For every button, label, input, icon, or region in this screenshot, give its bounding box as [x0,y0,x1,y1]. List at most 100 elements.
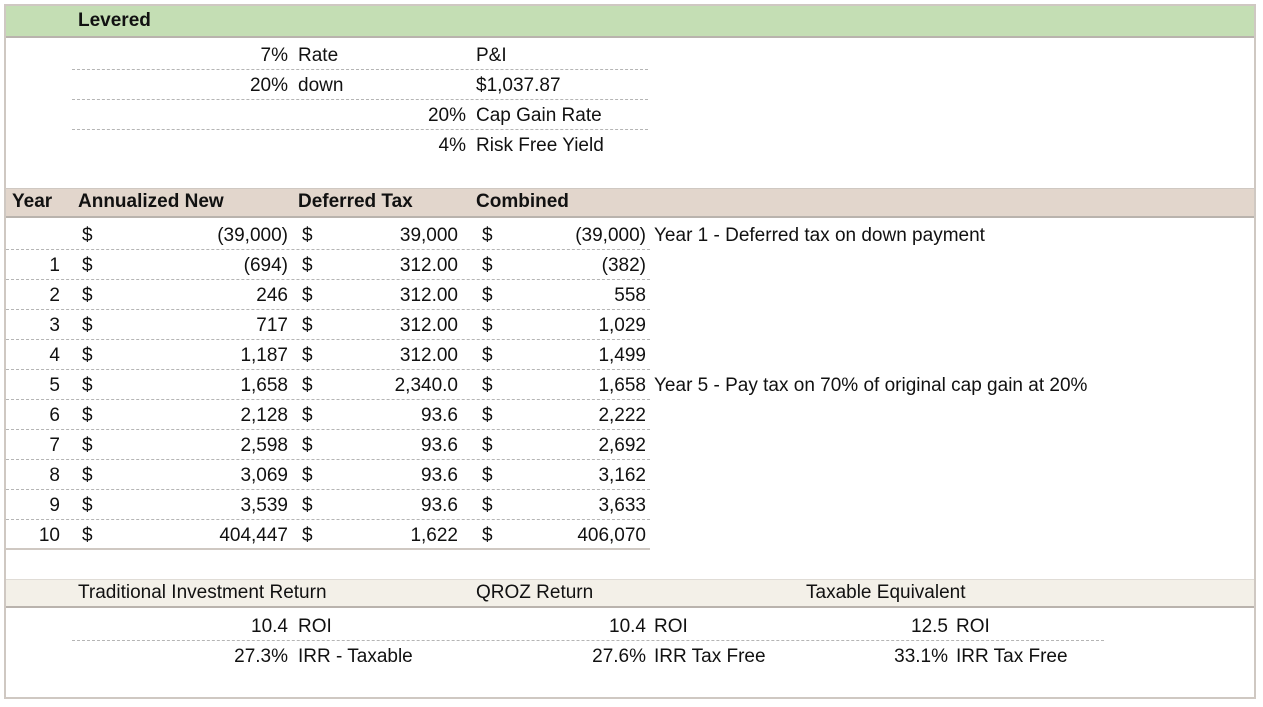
qroz-roi-label: ROI [654,616,688,637]
deferred-tax-cell[interactable]: 93.6 [421,405,458,426]
qroz-return-title: QROZ Return [476,582,594,603]
combined-cell[interactable]: 558 [614,285,646,306]
row-divider [6,369,650,370]
deferred-tax-cell[interactable]: 93.6 [421,495,458,516]
capgain-label: Cap Gain Rate [476,105,602,126]
annualized-cell[interactable]: 2,128 [240,405,288,426]
currency-symbol: $ [82,405,93,426]
currency-symbol: $ [302,285,313,306]
annualized-cell[interactable]: 3,069 [240,465,288,486]
row-divider [72,129,648,130]
currency-symbol: $ [82,465,93,486]
pi-label: P&I [476,45,507,66]
currency-symbol: $ [302,525,313,546]
currency-symbol: $ [302,345,313,366]
currency-symbol: $ [482,255,493,276]
deferred-tax-cell[interactable]: 312.00 [399,345,458,366]
year-cell: 7 [49,435,60,456]
row-divider [6,279,650,280]
annualized-cell[interactable]: (39,000) [217,225,288,246]
traditional-irr-value[interactable]: 27.3% [234,646,288,667]
down-label: down [298,75,344,96]
combined-cell[interactable]: 3,633 [598,495,646,516]
currency-symbol: $ [302,225,313,246]
col-header-year: Year [12,191,53,212]
taxable-equiv-irr-label: IRR Tax Free [956,646,1068,667]
combined-cell[interactable]: 1,499 [598,345,646,366]
deferred-tax-cell[interactable]: 312.00 [399,255,458,276]
currency-symbol: $ [482,495,493,516]
qroz-roi-value[interactable]: 10.4 [609,616,646,637]
year-cell: 2 [49,285,60,306]
row-divider [6,519,650,520]
col-header-deferred: Deferred Tax [298,191,413,212]
currency-symbol: $ [302,405,313,426]
capgain-value[interactable]: 20% [427,105,466,126]
year-cell: 5 [49,375,60,396]
rate-value[interactable]: 7% [260,45,288,66]
annualized-cell[interactable]: (694) [243,255,288,276]
deferred-tax-cell[interactable]: 312.00 [399,285,458,306]
annualized-cell[interactable]: 246 [256,285,288,306]
currency-symbol: $ [482,315,493,336]
currency-symbol: $ [82,315,93,336]
pi-value[interactable]: $1,037.87 [476,75,561,96]
currency-symbol: $ [482,435,493,456]
currency-symbol: $ [482,405,493,426]
traditional-roi-label: ROI [298,616,332,637]
annualized-cell[interactable]: 1,187 [240,345,288,366]
col-header-annualized: Annualized New [78,191,224,212]
returns-header-band [6,579,1254,608]
currency-symbol: $ [482,525,493,546]
deferred-tax-cell[interactable]: 39,000 [399,225,458,246]
down-value[interactable]: 20% [249,75,288,96]
row-divider [6,339,650,340]
row-divider [6,249,650,250]
combined-cell[interactable]: 1,658 [598,375,646,396]
row-divider [72,69,648,70]
deferred-tax-cell[interactable]: 93.6 [421,435,458,456]
currency-symbol: $ [82,285,93,306]
annualized-cell[interactable]: 1,658 [240,375,288,396]
riskfree-value[interactable]: 4% [438,135,466,156]
year-cell: 1 [49,255,60,276]
annualized-cell[interactable]: 2,598 [240,435,288,456]
combined-cell[interactable]: 1,029 [598,315,646,336]
currency-symbol: $ [82,525,93,546]
row-divider [6,459,650,460]
annualized-cell[interactable]: 404,447 [219,525,288,546]
annualized-cell[interactable]: 717 [256,315,288,336]
row-divider [6,399,650,400]
currency-symbol: $ [82,225,93,246]
qroz-irr-value[interactable]: 27.6% [592,646,646,667]
col-header-combined: Combined [476,191,569,212]
deferred-tax-cell[interactable]: 2,340.0 [394,375,458,396]
year-cell: 3 [49,315,60,336]
combined-cell[interactable]: 2,692 [598,435,646,456]
row-note: Year 1 - Deferred tax on down payment [654,225,985,246]
currency-symbol: $ [482,465,493,486]
row-divider [72,99,648,100]
combined-cell[interactable]: (382) [601,255,646,276]
taxable-equiv-roi-value[interactable]: 12.5 [911,616,948,637]
taxable-equiv-irr-value[interactable]: 33.1% [894,646,948,667]
deferred-tax-cell[interactable]: 93.6 [421,465,458,486]
combined-cell[interactable]: 3,162 [598,465,646,486]
combined-cell[interactable]: 2,222 [598,405,646,426]
riskfree-label: Risk Free Yield [476,135,604,156]
year-cell: 10 [38,525,60,546]
combined-cell[interactable]: 406,070 [577,525,646,546]
deferred-tax-cell[interactable]: 312.00 [399,315,458,336]
taxable-equivalent-title: Taxable Equivalent [806,582,966,603]
combined-cell[interactable]: (39,000) [575,225,646,246]
year-cell: 4 [49,345,60,366]
currency-symbol: $ [302,495,313,516]
deferred-tax-cell[interactable]: 1,622 [410,525,458,546]
row-divider [72,640,1104,641]
annualized-cell[interactable]: 3,539 [240,495,288,516]
traditional-roi-value[interactable]: 10.4 [251,616,288,637]
currency-symbol: $ [302,375,313,396]
row-divider [6,429,650,430]
table-bottom-border [6,548,650,550]
year-cell: 6 [49,405,60,426]
